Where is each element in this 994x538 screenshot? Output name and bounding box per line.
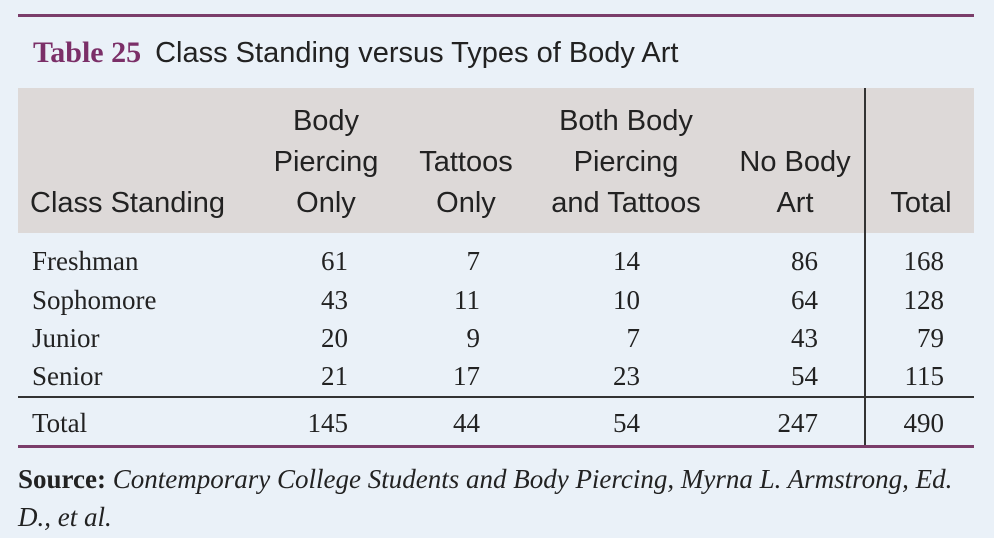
table-row-cell: 43 <box>321 285 348 315</box>
total-row-cell: 145 <box>307 408 349 438</box>
table-row-cell: 79 <box>917 323 944 353</box>
table-row-cell: 43 <box>791 323 818 353</box>
table-row-cell: 7 <box>626 323 641 353</box>
table-title-text: Class Standing versus Types of Body Art <box>155 37 679 69</box>
header-tattoos-only: Tattoos Only <box>419 146 513 219</box>
header-total: Total <box>890 187 952 219</box>
header-no-body-art: No Body Art <box>739 146 851 219</box>
total-separator <box>18 396 974 398</box>
table-row-cell: 7 <box>466 246 481 276</box>
header-band <box>18 88 974 233</box>
header-body-piercing-only: Body Piercing Only <box>273 105 379 219</box>
source-note: Source: Contemporary College Students an… <box>18 460 978 536</box>
header-both-body-piercing-and-tattoos: Both Body Piercing and Tattoos <box>551 105 701 219</box>
total-row-cell: 44 <box>453 408 480 438</box>
table-row-cell: 86 <box>791 246 818 276</box>
table-row-cell: 128 <box>903 285 945 315</box>
table-row-label: Junior <box>32 323 100 353</box>
header-class-standing: Class Standing <box>30 187 226 219</box>
table-row-cell: 61 <box>321 246 348 276</box>
table-row-label: Senior <box>32 361 103 391</box>
table-label: Table 25 <box>33 36 142 69</box>
table-row-cell: 9 <box>466 323 481 353</box>
table-row-cell: 54 <box>791 361 818 391</box>
table-row-label: Freshman <box>32 246 139 276</box>
table-row-cell: 115 <box>904 361 945 391</box>
top-rule <box>18 14 974 17</box>
table-row-cell: 14 <box>613 246 640 276</box>
table-row-cell: 20 <box>321 323 348 353</box>
source-label: Source: <box>18 464 106 494</box>
table-row-cell: 10 <box>613 285 640 315</box>
total-row-cell: 490 <box>903 408 945 438</box>
bottom-rule <box>18 445 974 448</box>
total-row-cell: 54 <box>613 408 640 438</box>
table-row-cell: 168 <box>903 246 945 276</box>
total-row-cell: 247 <box>777 408 819 438</box>
total-row-label: Total <box>32 408 88 438</box>
table-row-cell: 64 <box>791 285 818 315</box>
table-row-label: Sophomore <box>32 285 157 315</box>
table-row-cell: 11 <box>454 285 480 315</box>
table-row-cell: 17 <box>453 361 480 391</box>
total-column-divider <box>864 88 866 445</box>
table-row-cell: 23 <box>613 361 640 391</box>
table-row-cell: 21 <box>321 361 348 391</box>
table-title: Table 25 Class Standing versus Types of … <box>33 36 678 76</box>
source-text: Contemporary College Students and Body P… <box>18 464 953 532</box>
